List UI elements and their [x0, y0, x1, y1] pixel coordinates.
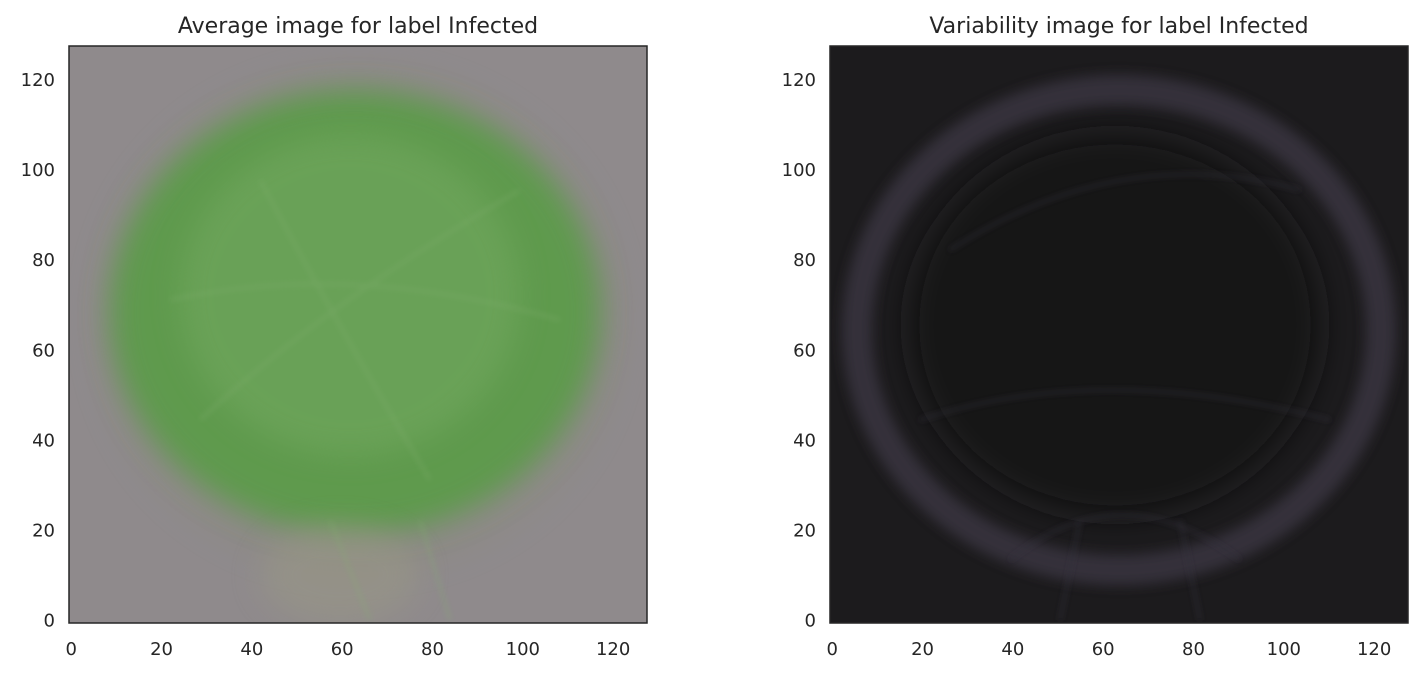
variability-image-frame [829, 45, 1409, 624]
variability-x-tick-label: 100 [1267, 639, 1301, 660]
variability-y-tick-label: 120 [782, 70, 816, 91]
average-y-tick-label: 20 [32, 521, 55, 542]
average-image-axes: 0 20 40 60 80 100 120 0 20 40 60 80 100 120 [21, 70, 631, 660]
variability-image-outline [842, 75, 1396, 585]
average-y-tick-label: 0 [44, 611, 55, 632]
variability-y-tick-label: 20 [793, 521, 816, 542]
variability-x-tick-label: 0 [827, 639, 838, 660]
average-y-tick-label: 120 [21, 70, 55, 91]
variability-y-tick-label: 40 [793, 430, 816, 451]
variability-x-tick-label: 80 [1182, 639, 1205, 660]
variability-y-tick-label: 0 [805, 611, 816, 632]
variability-image-title: Variability image for label Infected [929, 14, 1308, 39]
variability-image-veins [919, 173, 1331, 621]
average-image-stem [260, 525, 420, 623]
variability-y-tick-label: 80 [793, 250, 816, 271]
variability-y-tick-label: 100 [782, 160, 816, 181]
average-image-veins [169, 179, 561, 621]
variability-x-tick-label: 120 [1357, 639, 1391, 660]
average-x-tick-label: 80 [421, 639, 444, 660]
average-x-tick-label: 100 [506, 639, 540, 660]
variability-x-tick-label: 60 [1092, 639, 1115, 660]
average-y-tick-label: 60 [32, 340, 55, 361]
average-x-tick-label: 0 [66, 639, 77, 660]
average-image-leaf-center [180, 135, 520, 455]
average-y-tick-label: 80 [32, 250, 55, 271]
average-image-title: Average image for label Infected [178, 14, 538, 39]
variability-image-center [910, 135, 1320, 515]
variability-image-axes: 0 20 40 60 80 100 120 0 20 40 60 80 100 120 [782, 70, 1392, 660]
average-x-tick-label: 20 [150, 639, 173, 660]
average-image [69, 46, 647, 623]
variability-image-panel: Variability image for label Infected 0 20… [782, 14, 1409, 660]
variability-x-tick-label: 20 [911, 639, 934, 660]
variability-image [830, 46, 1408, 623]
average-x-tick-label: 120 [596, 639, 630, 660]
average-image-panel: Average image for label Infected 0 20 40 60… [21, 14, 648, 660]
average-x-tick-label: 60 [331, 639, 354, 660]
average-y-tick-label: 100 [21, 160, 55, 181]
average-x-tick-label: 40 [240, 639, 263, 660]
variability-y-tick-label: 60 [793, 340, 816, 361]
average-y-tick-label: 40 [32, 430, 55, 451]
variability-x-tick-label: 40 [1001, 639, 1024, 660]
average-image-frame [68, 45, 648, 624]
